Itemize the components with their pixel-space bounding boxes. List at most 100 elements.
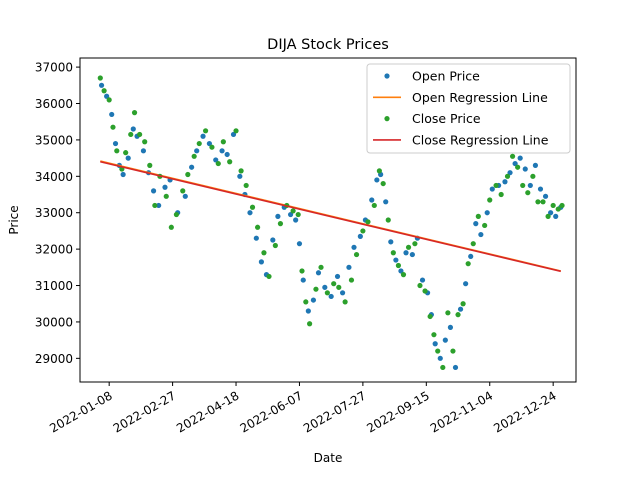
data-point [101, 88, 107, 94]
data-point [254, 224, 261, 230]
data-point [475, 213, 481, 219]
data-point [110, 124, 116, 130]
data-point [357, 233, 363, 239]
data-point [537, 186, 544, 192]
chart-title: DIJA Stock Prices [267, 37, 389, 53]
data-point [507, 170, 513, 176]
data-point [270, 237, 276, 243]
data-point [360, 228, 366, 234]
data-point [525, 190, 531, 196]
data-point [393, 257, 399, 263]
data-point [470, 241, 476, 247]
y-tick-label: 33000 [35, 206, 73, 220]
data-point [334, 273, 341, 280]
data-point [487, 197, 493, 203]
data-point [545, 213, 551, 219]
regression-line [100, 160, 561, 273]
data-point [299, 268, 305, 274]
y-tick-label: 30000 [35, 315, 73, 329]
x-axis-label: Date [314, 451, 343, 465]
data-point [484, 210, 490, 216]
data-point [409, 251, 415, 258]
y-tick-label: 35000 [35, 133, 73, 147]
data-point [498, 191, 504, 198]
data-point [522, 166, 528, 172]
data-point [374, 177, 380, 183]
data-point [220, 139, 226, 145]
data-point [540, 199, 546, 205]
data-point [465, 261, 471, 267]
data-point [489, 186, 495, 192]
x-tick-label: 2022-06-07 [238, 389, 305, 436]
data-point [422, 288, 428, 294]
data-point [559, 202, 565, 209]
data-point [342, 299, 348, 305]
y-tick-label: 29000 [35, 352, 73, 366]
data-point [383, 199, 389, 205]
data-point [162, 184, 168, 190]
data-point [182, 193, 188, 199]
data-point [493, 182, 499, 189]
data-point [237, 173, 243, 179]
plot-area [97, 75, 565, 371]
data-point [156, 202, 162, 209]
data-point [517, 155, 523, 161]
x-axis: 2022-01-082022-02-272022-04-182022-06-07… [47, 382, 559, 436]
data-point [482, 222, 488, 229]
data-point [447, 324, 454, 330]
data-point [520, 182, 526, 189]
data-point [339, 290, 346, 296]
data-point [353, 251, 360, 258]
data-point [97, 75, 103, 81]
data-point [243, 182, 249, 189]
data-point [109, 111, 115, 118]
data-point [300, 277, 306, 283]
data-point [185, 171, 191, 178]
data-point [150, 188, 157, 194]
data-point [324, 290, 330, 296]
data-point [213, 157, 219, 163]
data-point [168, 224, 174, 230]
data-point [196, 140, 202, 147]
y-axis-label: Price [7, 205, 21, 234]
data-point [98, 82, 105, 88]
data-point [380, 180, 386, 187]
data-point [152, 202, 158, 209]
data-point [328, 293, 334, 300]
data-point [296, 241, 303, 247]
data-point [106, 97, 112, 103]
data-point [395, 262, 402, 269]
data-point [287, 211, 294, 218]
data-point [400, 272, 407, 278]
data-point [275, 213, 281, 219]
data-point [431, 332, 437, 338]
y-tick-label: 34000 [35, 170, 73, 184]
data-point [515, 164, 521, 170]
data-point [238, 168, 244, 174]
legend: Open Price Open Regression Line Close Pric… [366, 63, 571, 154]
data-point [542, 193, 549, 199]
data-point [253, 235, 259, 241]
x-tick-label: 2022-09-15 [364, 389, 431, 436]
x-tick-label: 2022-07-27 [301, 389, 368, 436]
data-point [315, 270, 322, 276]
data-point [224, 151, 230, 158]
data-point [114, 148, 120, 154]
data-point [230, 131, 237, 138]
data-point [457, 306, 464, 312]
x-tick-label: 2022-11-04 [428, 389, 495, 436]
data-point [147, 162, 153, 168]
data-point [385, 217, 391, 223]
data-point [371, 202, 377, 209]
legend-marker-swatch [384, 116, 390, 122]
data-point [468, 253, 474, 260]
data-point [277, 221, 284, 227]
data-point [130, 126, 136, 132]
data-point [365, 219, 371, 225]
data-point [555, 206, 561, 212]
data-point [427, 313, 433, 320]
data-point [403, 250, 409, 256]
data-point [527, 182, 533, 189]
data-point [206, 140, 212, 147]
